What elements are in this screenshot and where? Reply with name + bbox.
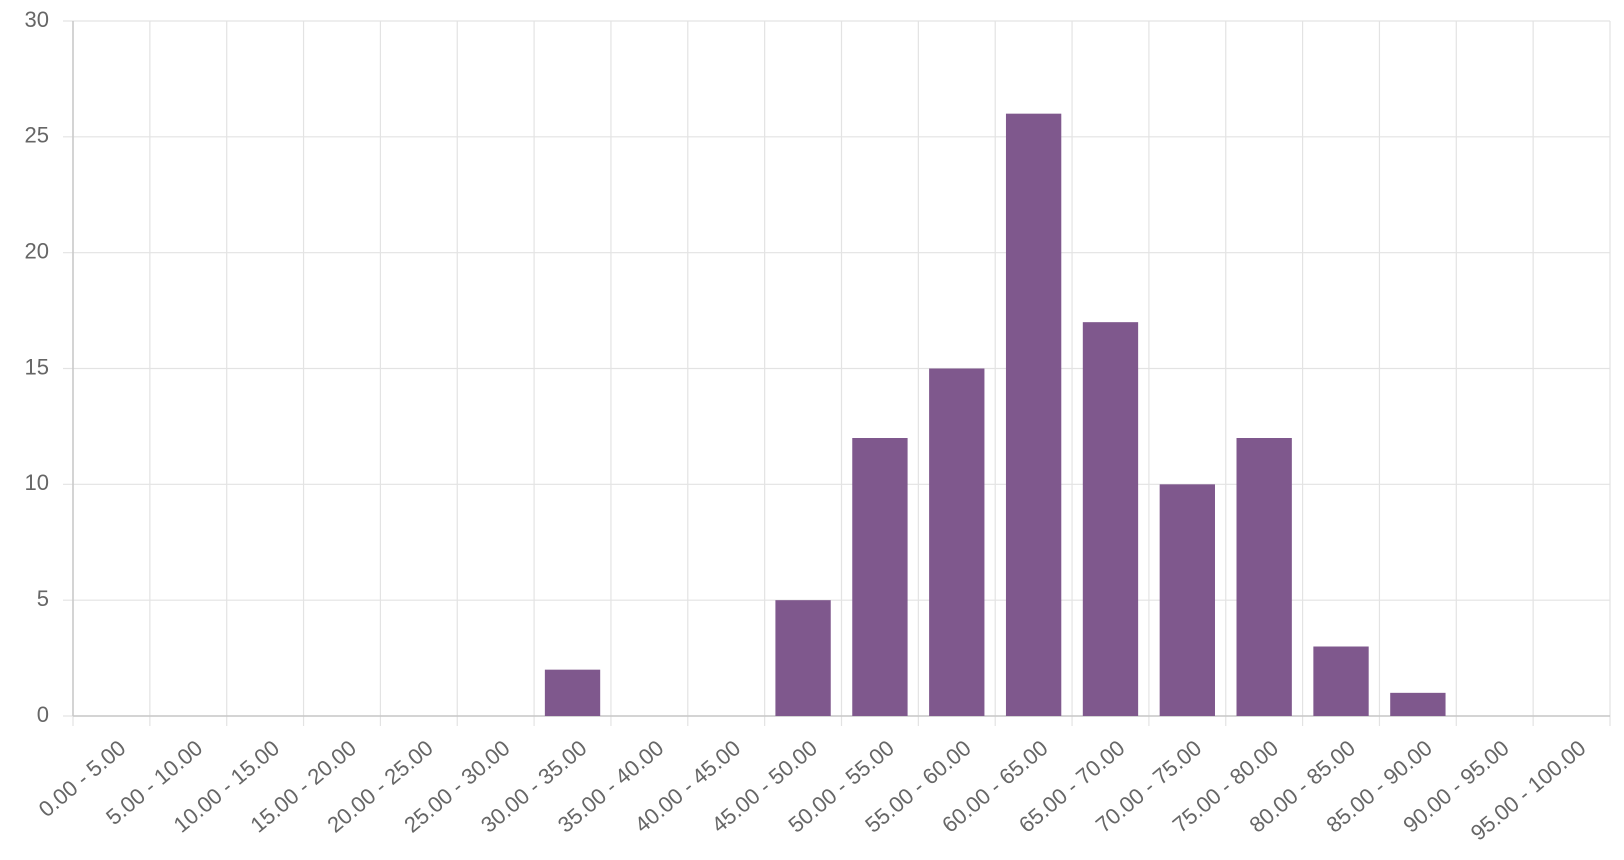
y-tick-label: 15	[25, 354, 49, 379]
bar	[1082, 322, 1139, 716]
bar	[775, 600, 831, 716]
bar	[929, 368, 985, 716]
bar	[544, 669, 601, 716]
bar	[1313, 646, 1369, 716]
y-tick-label: 25	[25, 123, 49, 148]
y-tick-label: 20	[25, 238, 49, 263]
bar	[1390, 692, 1446, 716]
y-tick-label: 10	[25, 470, 49, 495]
y-tick-label: 0	[37, 702, 49, 727]
y-tick-label: 30	[25, 7, 49, 32]
bar	[1005, 113, 1062, 716]
bar	[1159, 484, 1215, 716]
y-tick-label: 5	[37, 586, 49, 611]
bar	[1236, 438, 1292, 716]
bar	[852, 438, 908, 716]
